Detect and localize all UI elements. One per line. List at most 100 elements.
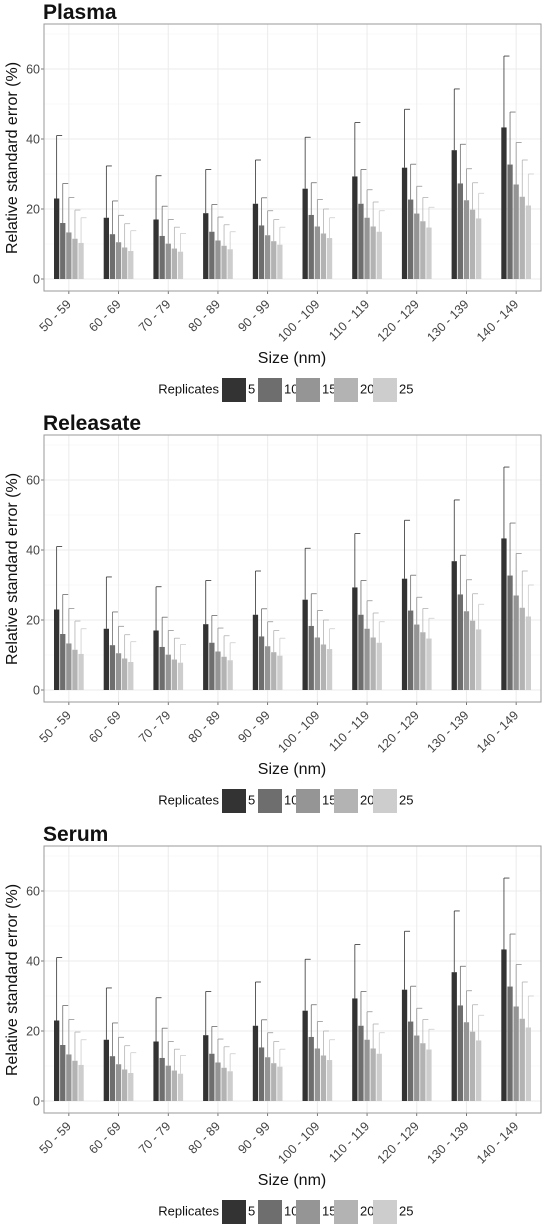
bar-20-replicates [72, 1060, 78, 1101]
legend: Replicates 5 10 15 20 25 [158, 1200, 413, 1224]
x-tick-label: 130 - 139 [424, 297, 471, 344]
y-tick-label: 60 [26, 885, 40, 899]
bar-15-replicates [215, 651, 221, 690]
x-tick-label: 130 - 139 [424, 708, 471, 755]
bar-5-replicates [451, 150, 457, 279]
legend: Replicates 5 10 15 20 25 [158, 789, 413, 813]
bar-20-replicates [122, 1069, 128, 1101]
y-tick-label: 0 [33, 1095, 40, 1109]
bar-15-replicates [66, 643, 72, 690]
bar-20-replicates [72, 649, 78, 690]
bar-10-replicates [159, 235, 165, 279]
bar-25-replicates [426, 1049, 432, 1101]
bar-25-replicates [177, 662, 184, 690]
bar-20-replicates [469, 209, 476, 279]
legend-label-10: 10 [284, 793, 298, 808]
legend-label-5: 5 [248, 382, 255, 397]
x-tick-label: 110 - 119 [326, 297, 372, 343]
bar-10-replicates [109, 234, 116, 279]
bar-15-replicates [165, 654, 171, 690]
legend-title: Replicates [158, 793, 219, 808]
bar-5-replicates [352, 176, 358, 279]
bar-5-replicates [401, 989, 408, 1101]
chart-panel-releasate: Releasate 0 20 40 60 50 - 59 60 - 69 70 - 79 80 … [4, 412, 542, 813]
x-tick-label: 80 - 89 [186, 297, 223, 334]
bar-10-replicates [457, 183, 463, 279]
bar-25-replicates [128, 251, 134, 279]
bar-25-replicates [376, 1053, 382, 1101]
bar-15-replicates [314, 1048, 320, 1101]
bar-5-replicates [103, 1039, 109, 1101]
bar-5-replicates [103, 628, 109, 690]
bar-20-replicates [469, 620, 476, 690]
bar-20-replicates [420, 1043, 426, 1101]
bar-25-replicates [177, 251, 184, 279]
bar-25-replicates [376, 231, 382, 279]
legend-label-10: 10 [284, 1204, 298, 1219]
bar-25-replicates [376, 642, 382, 690]
bar-15-replicates [66, 1054, 72, 1101]
bar-15-replicates [364, 628, 370, 690]
legend-label-25: 25 [399, 382, 413, 397]
x-tick-label: 80 - 89 [186, 1119, 223, 1156]
bar-10-replicates [358, 203, 364, 279]
bar-10-replicates [258, 636, 265, 690]
x-axis-title: Size (nm) [258, 1172, 326, 1189]
x-tick-label: 80 - 89 [186, 708, 223, 745]
bar-20-replicates [469, 1031, 476, 1101]
bar-5-replicates [252, 1025, 259, 1101]
bar-10-replicates [109, 645, 116, 690]
bar-10-replicates [308, 214, 314, 279]
bar-15-replicates [314, 637, 320, 690]
legend-key-5 [222, 378, 246, 402]
bar-15-replicates [414, 213, 420, 279]
legend-label-20: 20 [360, 793, 374, 808]
bar-10-replicates [507, 575, 513, 690]
y-axis-title: Relative standard error (%) [4, 473, 21, 665]
y-tick-label: 0 [33, 684, 40, 698]
y-tick-label: 40 [26, 133, 40, 147]
bar-15-replicates [414, 624, 420, 690]
x-tick-label: 60 - 69 [86, 297, 123, 334]
bar-10-replicates [258, 1047, 265, 1101]
bar-10-replicates [308, 625, 314, 690]
bar-15-replicates [66, 232, 72, 279]
legend-key-25 [373, 378, 397, 402]
y-tick-label: 60 [26, 474, 40, 488]
bar-10-replicates [109, 1056, 116, 1101]
legend-label-25: 25 [399, 1204, 413, 1219]
bar-10-replicates [60, 223, 66, 279]
bar-15-replicates [165, 1065, 171, 1101]
y-tick-label: 20 [26, 1025, 40, 1039]
bar-5-replicates [54, 609, 60, 690]
bar-25-replicates [326, 1060, 333, 1101]
panel-title: Plasma [43, 1, 117, 24]
x-tick-label: 70 - 79 [136, 1119, 173, 1156]
bar-10-replicates [258, 225, 265, 279]
bar-20-replicates [271, 241, 277, 279]
bar-20-replicates [370, 226, 376, 279]
bar-20-replicates [122, 658, 128, 690]
legend-key-15 [296, 1200, 320, 1224]
bar-20-replicates [171, 659, 177, 690]
bar-5-replicates [153, 630, 159, 690]
bar-20-replicates [171, 1070, 177, 1101]
legend-key-5 [222, 1200, 246, 1224]
x-tick-label: 120 - 129 [375, 708, 422, 755]
bar-25-replicates [128, 662, 134, 690]
bar-10-replicates [358, 1025, 364, 1101]
bar-25-replicates [326, 238, 333, 279]
x-tick-label: 50 - 59 [37, 297, 74, 334]
legend-key-10 [258, 378, 282, 402]
legend-title: Replicates [158, 382, 219, 397]
panel-title: Releasate [43, 412, 141, 435]
bar-20-replicates [420, 221, 426, 279]
bar-25-replicates [277, 244, 283, 279]
bar-5-replicates [252, 203, 259, 279]
legend-key-20 [334, 789, 358, 813]
bar-5-replicates [153, 1041, 159, 1101]
bar-15-replicates [513, 595, 519, 690]
bar-10-replicates [408, 1021, 414, 1101]
bar-20-replicates [72, 238, 78, 279]
bar-25-replicates [426, 638, 432, 690]
